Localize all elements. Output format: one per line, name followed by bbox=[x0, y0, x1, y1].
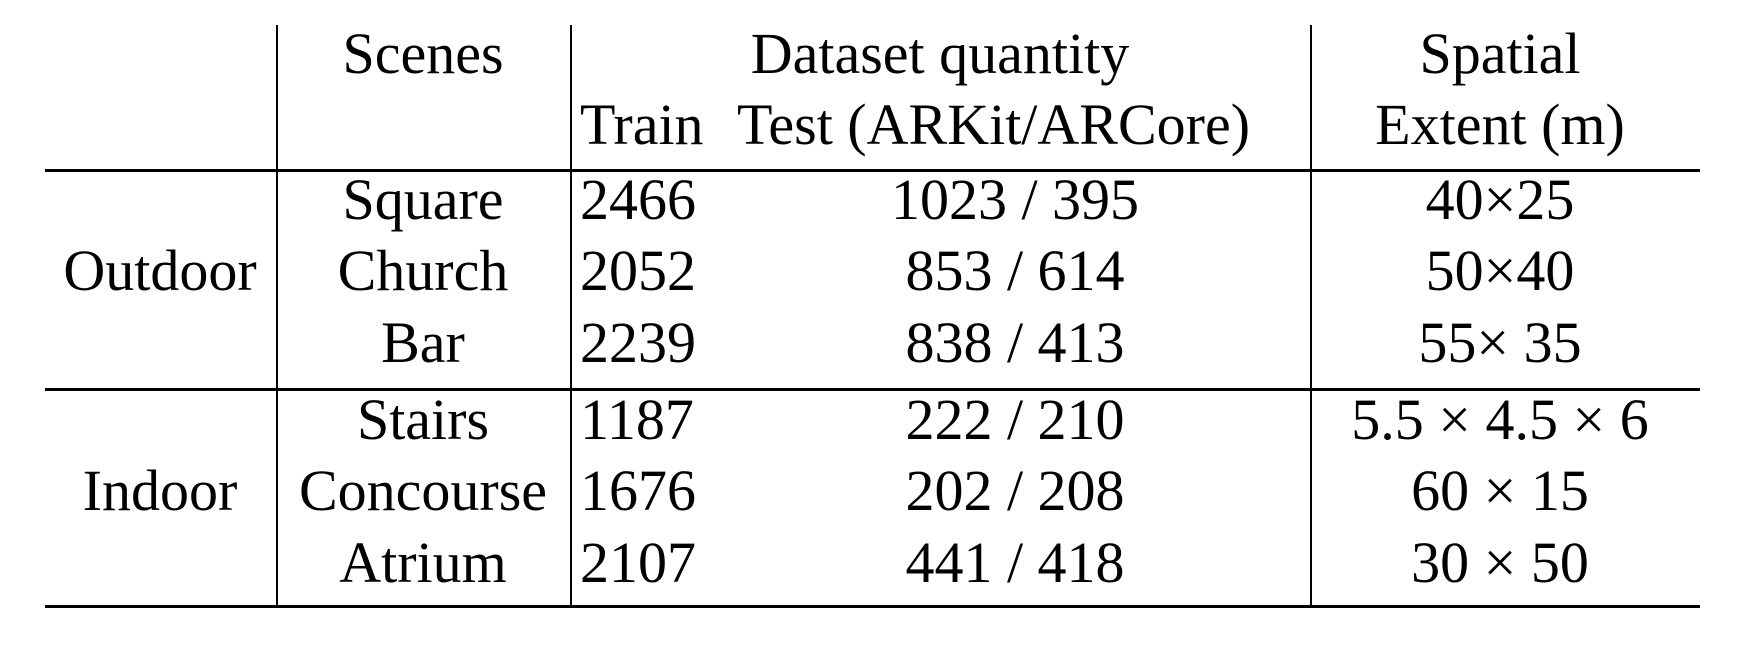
cell-train: 1187 bbox=[580, 387, 694, 452]
cell-test: 838 / 413 bbox=[905, 310, 1125, 375]
header-test: Test (ARKit/ARCore) bbox=[737, 92, 1251, 157]
cell-scene: Bar bbox=[381, 310, 465, 375]
cell-train: 2239 bbox=[580, 310, 696, 375]
cell-scene: Concourse bbox=[298, 458, 548, 523]
bottom-rule bbox=[45, 605, 1700, 608]
header-spatial: Spatial bbox=[1419, 21, 1581, 86]
cell-scene: Atrium bbox=[339, 530, 507, 595]
cell-train: 1676 bbox=[580, 458, 696, 523]
cell-test: 441 / 418 bbox=[905, 530, 1125, 595]
header-rule bbox=[45, 169, 1700, 172]
column-divider-2 bbox=[570, 25, 572, 606]
cell-test: 1023 / 395 bbox=[890, 167, 1140, 232]
cell-train: 2466 bbox=[580, 167, 696, 232]
cell-train: 2052 bbox=[580, 238, 696, 303]
header-train: Train bbox=[580, 92, 704, 157]
cell-scene: Square bbox=[342, 167, 504, 232]
group-label-indoor: Indoor bbox=[82, 458, 238, 523]
column-divider-1 bbox=[276, 25, 278, 606]
cell-test: 202 / 208 bbox=[905, 458, 1125, 523]
header-spatial-extent: Extent (m) bbox=[1375, 92, 1625, 157]
cell-extent: 40×25 bbox=[1425, 167, 1575, 232]
header-scenes: Scenes bbox=[342, 21, 504, 86]
cell-extent: 30 × 50 bbox=[1411, 530, 1589, 595]
group-label-outdoor: Outdoor bbox=[63, 238, 257, 303]
cell-test: 222 / 210 bbox=[905, 387, 1125, 452]
cell-extent: 50×40 bbox=[1425, 238, 1575, 303]
cell-extent: 5.5 × 4.5 × 6 bbox=[1351, 387, 1649, 452]
group-rule bbox=[45, 388, 1700, 391]
cell-scene: Church bbox=[337, 238, 509, 303]
column-divider-3 bbox=[1310, 25, 1312, 606]
cell-train: 2107 bbox=[580, 530, 696, 595]
cell-extent: 55× 35 bbox=[1418, 310, 1582, 375]
header-dataset-quantity: Dataset quantity bbox=[750, 21, 1130, 86]
cell-test: 853 / 614 bbox=[905, 238, 1125, 303]
cell-extent: 60 × 15 bbox=[1411, 458, 1589, 523]
cell-scene: Stairs bbox=[356, 387, 490, 452]
